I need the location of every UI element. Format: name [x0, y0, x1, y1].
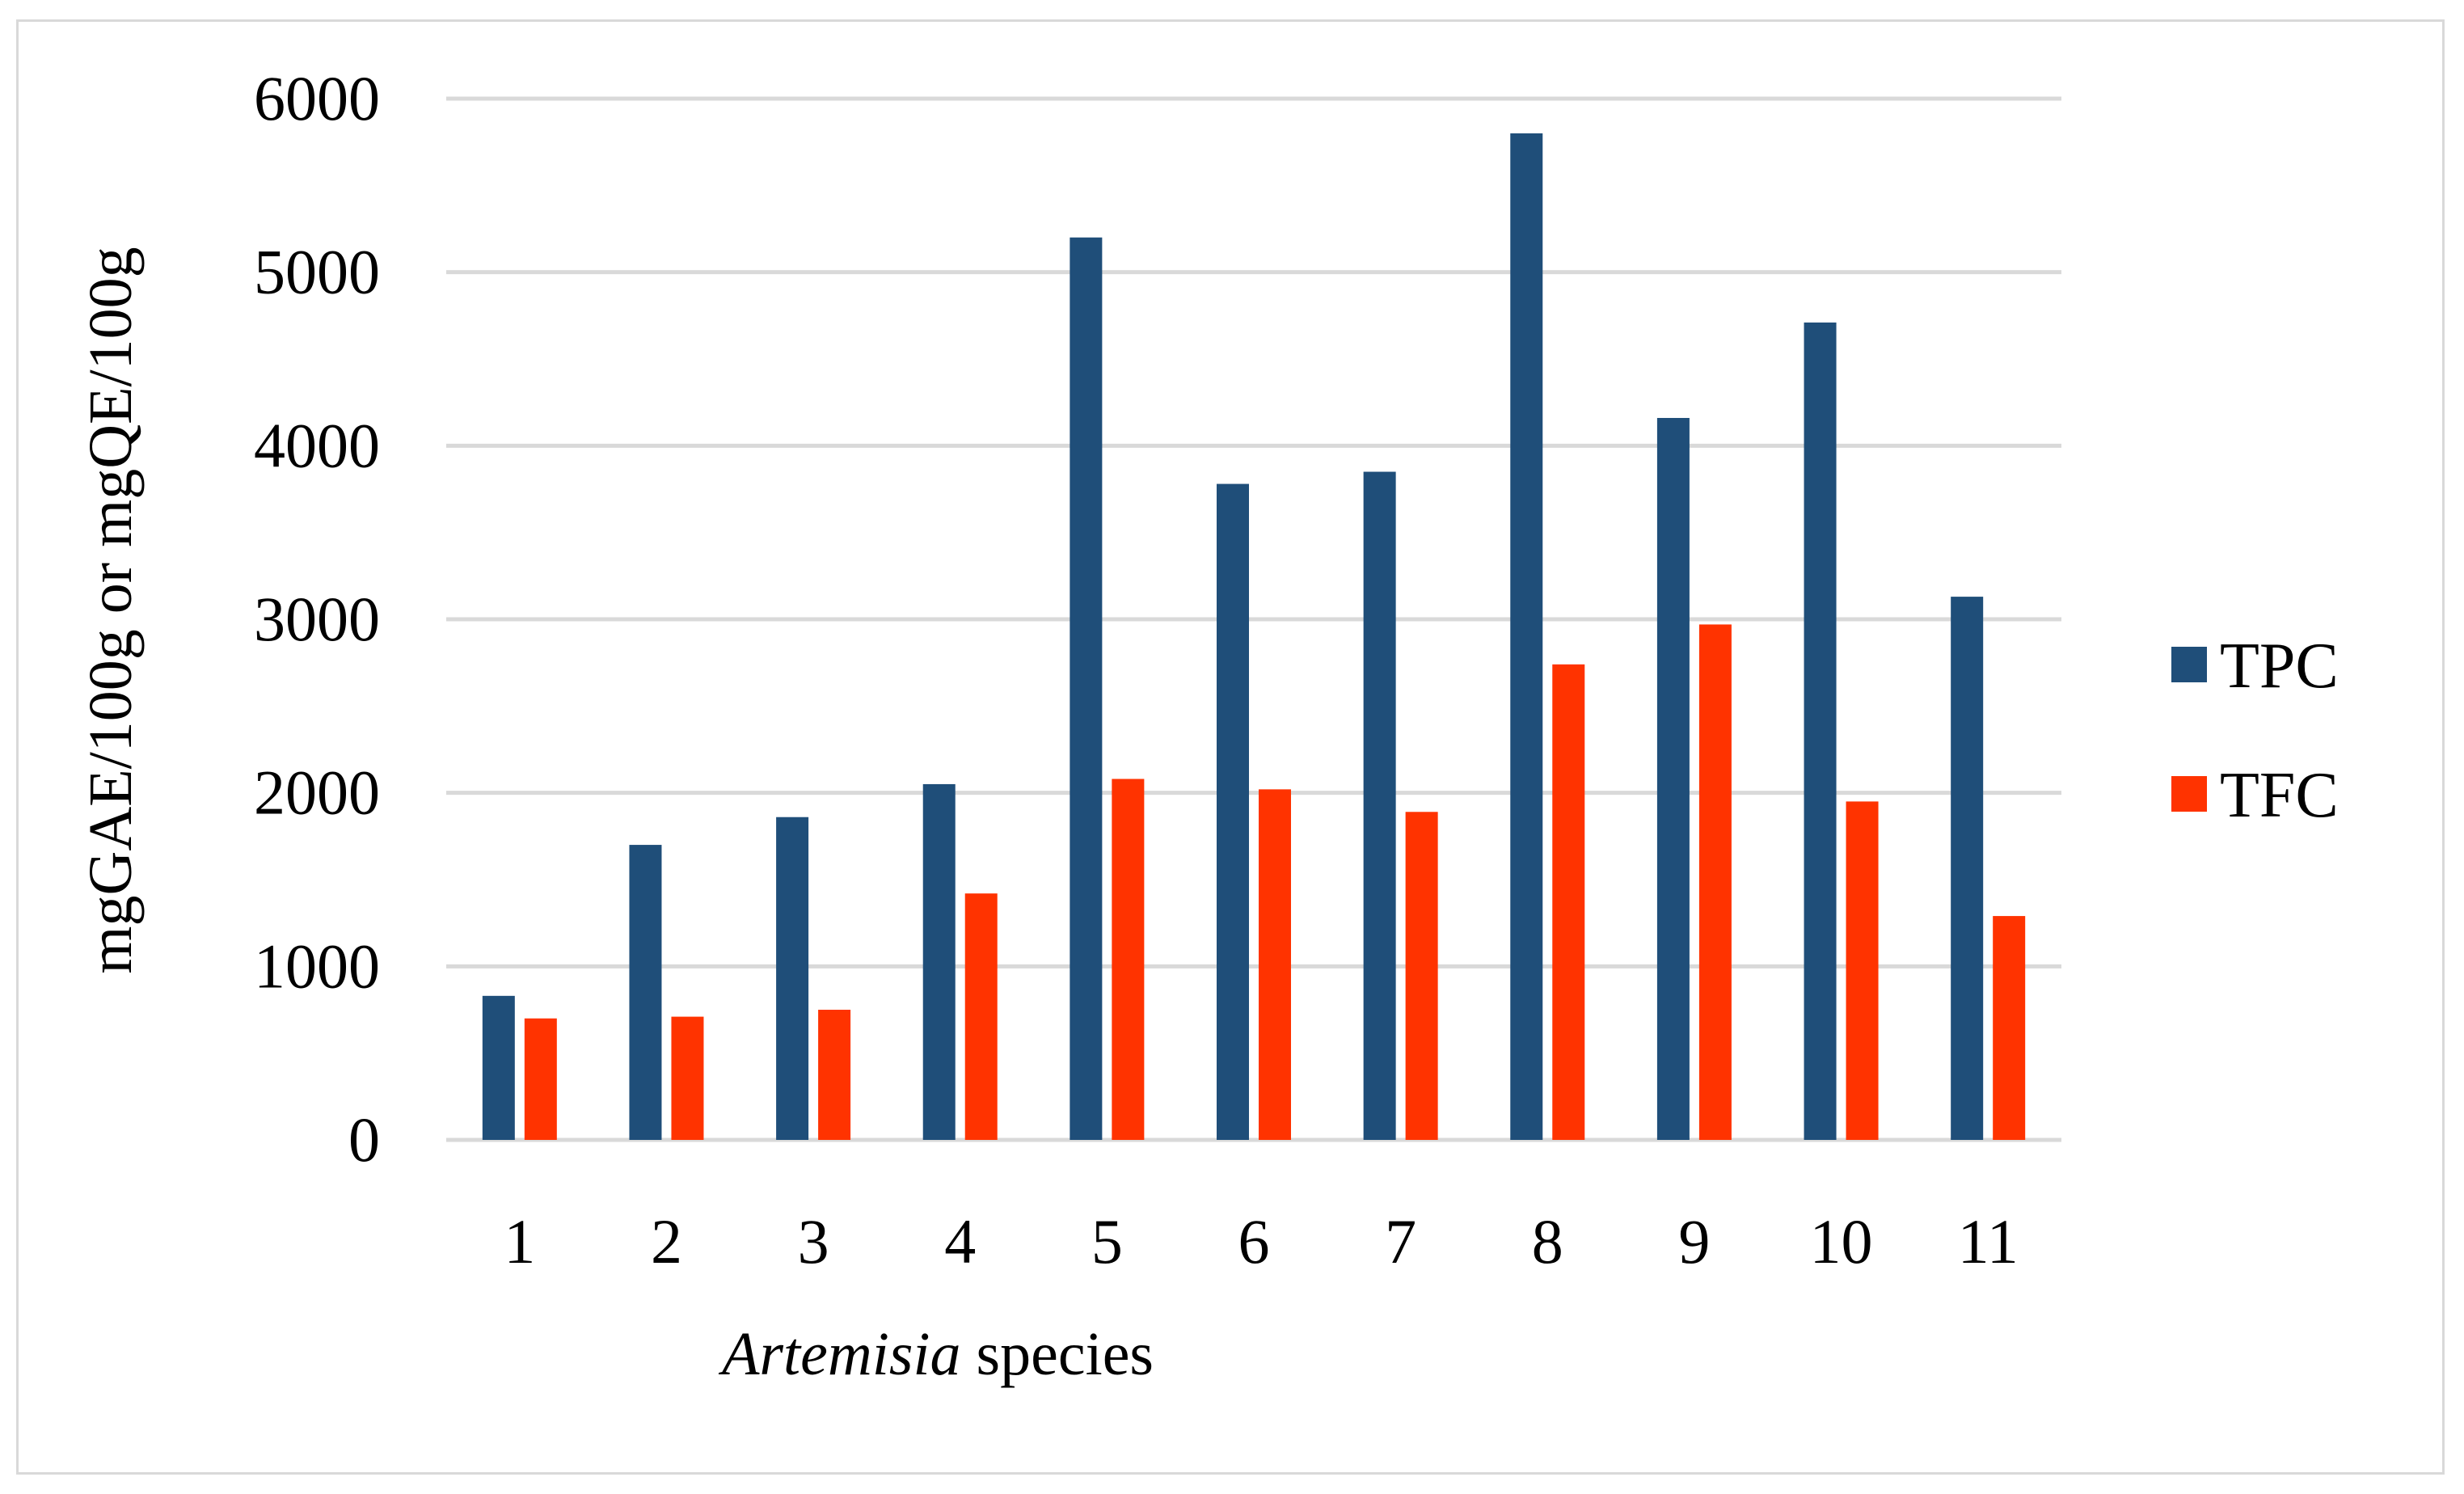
- bar-tpc-8: [1510, 133, 1543, 1140]
- x-tick-label-7: 7: [1385, 1206, 1416, 1277]
- x-axis-title: Artemisia species: [718, 1320, 1154, 1388]
- legend: TPC TFC: [2171, 631, 2339, 831]
- bar-tpc-4: [922, 783, 956, 1140]
- bar-tpc-11: [1951, 597, 1984, 1140]
- x-axis-title-rest: species: [961, 1320, 1154, 1388]
- bar-tfc-6: [1259, 789, 1291, 1140]
- y-tick-label-6000: 6000: [254, 63, 380, 133]
- y-tick-label-3000: 3000: [254, 584, 380, 654]
- x-tick-label-10: 10: [1810, 1206, 1873, 1277]
- bar-tpc-7: [1363, 471, 1396, 1140]
- x-tick-label-9: 9: [1678, 1206, 1710, 1277]
- x-tick-label-11: 11: [1958, 1206, 2019, 1277]
- gridlines: [446, 96, 2061, 1142]
- bar-tfc-3: [818, 1010, 851, 1140]
- y-tick-label-1000: 1000: [254, 931, 380, 1001]
- bar-tpc-9: [1656, 417, 1690, 1140]
- x-tick-label-8: 8: [1532, 1206, 1563, 1277]
- x-tick-label-4: 4: [944, 1206, 976, 1277]
- y-tick-label-0: 0: [348, 1104, 380, 1175]
- bar-tfc-10: [1846, 801, 1879, 1140]
- y-tick-label-2000: 2000: [254, 758, 380, 828]
- legend-label-tfc: TFC: [2220, 760, 2339, 831]
- bar-tpc-2: [629, 845, 662, 1140]
- bar-tfc-5: [1112, 779, 1145, 1140]
- bar-tpc-10: [1804, 322, 1837, 1140]
- legend-label-tpc: TPC: [2220, 631, 2339, 702]
- bar-tfc-4: [964, 893, 998, 1140]
- y-tick-label-4000: 4000: [254, 410, 380, 480]
- bar-tfc-8: [1552, 664, 1585, 1140]
- x-tick-label-1: 1: [504, 1206, 535, 1277]
- bar-tpc-5: [1070, 237, 1103, 1140]
- x-tick-label-5: 5: [1091, 1206, 1123, 1277]
- y-axis-tick-labels: 0 1000 2000 3000 4000 5000 6000: [254, 63, 380, 1175]
- x-axis-title-italic: Artemisia: [718, 1320, 961, 1388]
- bar-tfc-7: [1405, 812, 1438, 1140]
- x-tick-label-2: 2: [651, 1206, 682, 1277]
- bar-tpc-6: [1217, 483, 1249, 1140]
- bar-tfc-11: [1993, 916, 2026, 1140]
- bars: [482, 133, 2026, 1140]
- legend-swatch-tfc: [2171, 776, 2207, 812]
- x-tick-label-6: 6: [1238, 1206, 1270, 1277]
- bar-tfc-1: [524, 1018, 557, 1140]
- y-axis-title: mgGAE/100g or mgQE/100g: [77, 247, 145, 973]
- chart-frame: [16, 19, 2445, 1475]
- x-axis-tick-labels: 1 2 3 4 5 6 7 8 9 10 11: [504, 1206, 2018, 1277]
- y-tick-label-5000: 5000: [254, 237, 380, 307]
- x-tick-label-3: 3: [798, 1206, 829, 1277]
- bar-tfc-9: [1698, 624, 1732, 1140]
- bar-tpc-3: [776, 817, 809, 1140]
- legend-swatch-tpc: [2171, 647, 2207, 682]
- bar-tfc-2: [671, 1016, 704, 1140]
- bar-tpc-1: [482, 995, 515, 1140]
